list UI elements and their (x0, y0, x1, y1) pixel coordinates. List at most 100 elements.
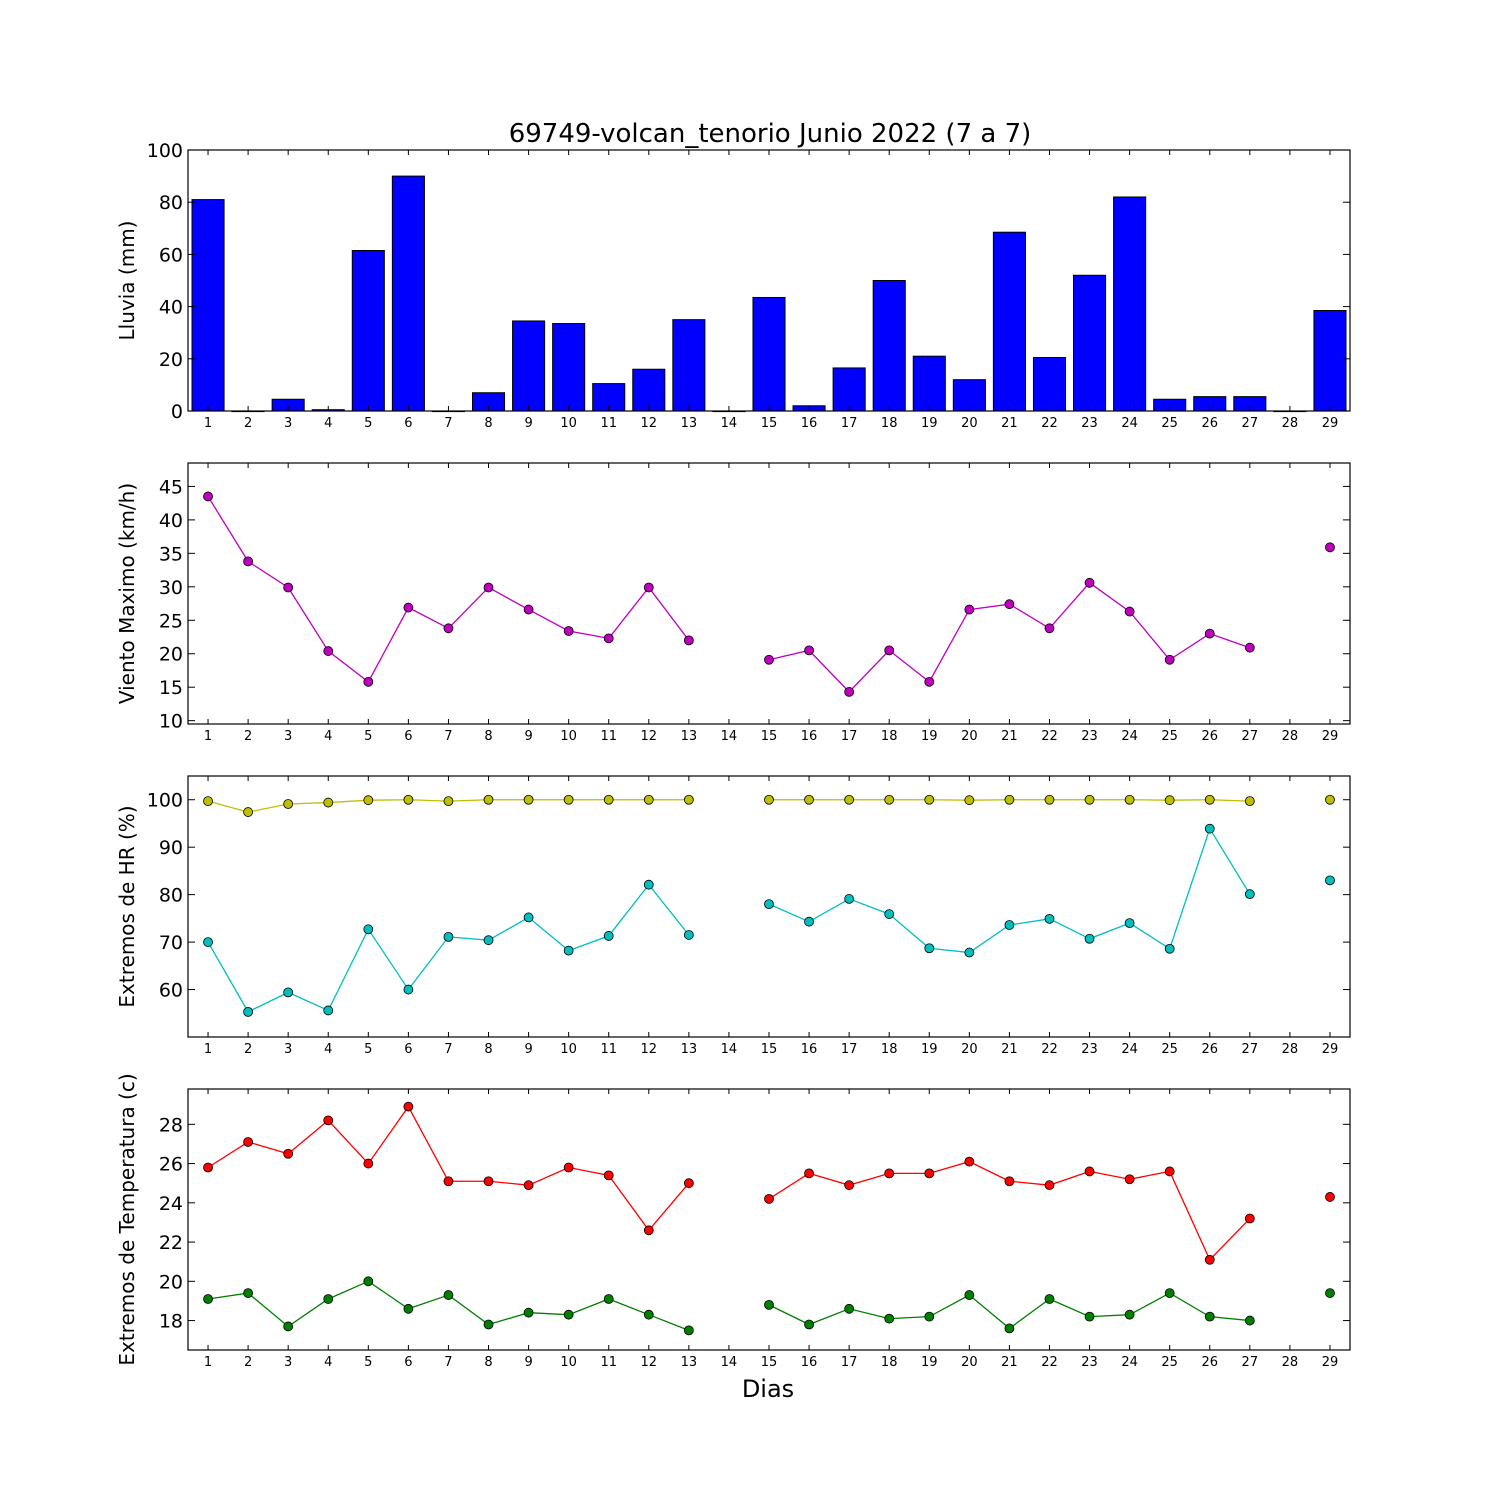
temperature-xtick-label: 21 (1001, 1355, 1018, 1370)
humidity-point-1-day-8 (483, 794, 494, 805)
temperature-ytick-label: 20 (159, 1271, 183, 1293)
wind-point-1-day-4 (323, 646, 334, 656)
humidity-xtick-label: 12 (641, 1042, 658, 1057)
wind-xtick-label: 3 (284, 729, 292, 744)
humidity-ytick-label: 90 (159, 837, 183, 859)
wind-xtick-label: 27 (1242, 729, 1259, 744)
humidity-point-1-day-11 (603, 794, 614, 805)
humidity-point-1-day-1 (203, 796, 213, 807)
wind-xtick-label: 21 (1001, 729, 1018, 744)
temperature-xtick-label: 24 (1121, 1355, 1138, 1370)
wind-point-1-day-9 (523, 604, 534, 615)
temperature-point-1-day-15 (764, 1193, 774, 1204)
temperature-series-2 (203, 1276, 1335, 1336)
rain-xtick-label: 12 (641, 416, 658, 431)
rain-xtick-label: 14 (721, 416, 738, 431)
rain-xtick-label: 19 (921, 416, 938, 431)
humidity-point-1-day-12 (643, 794, 654, 805)
humidity-ytick-label: 100 (147, 790, 183, 812)
humidity-xtick-label: 3 (284, 1042, 292, 1057)
humidity-xtick-label: 14 (721, 1042, 738, 1057)
rain-xtick-label: 7 (444, 416, 452, 431)
temperature-point-2-day-26 (1204, 1311, 1215, 1322)
humidity-point-2-day-5 (363, 924, 374, 935)
wind-point-1-day-7 (443, 623, 454, 634)
temperature-point-2-day-12 (643, 1309, 654, 1320)
humidity-point-1-day-10 (563, 794, 574, 805)
temperature-point-1-day-12 (643, 1225, 654, 1236)
humidity-xtick-label: 21 (1001, 1042, 1018, 1057)
temperature-xtick-label: 4 (324, 1355, 332, 1370)
temperature-point-2-day-10 (563, 1309, 574, 1320)
wind-point-1-day-5 (363, 676, 374, 687)
temperature-xtick-label: 17 (841, 1355, 858, 1370)
wind-point-1-day-29 (1325, 542, 1335, 553)
temperature-point-1-day-19 (924, 1168, 935, 1179)
rain-xtick-label: 3 (284, 416, 292, 431)
temperature-xtick-label: 18 (881, 1355, 898, 1370)
humidity-point-2-day-23 (1084, 933, 1095, 944)
rain-xtick-label: 11 (600, 416, 617, 431)
humidity-point-2-day-16 (804, 916, 814, 927)
humidity-point-2-day-7 (443, 931, 454, 942)
rain-xtick-label: 10 (560, 416, 577, 431)
wind-xtick-label: 1 (204, 729, 212, 744)
temperature-xtick-label: 9 (524, 1355, 532, 1370)
humidity-xtick-label: 15 (761, 1042, 778, 1057)
humidity-xtick-label: 29 (1322, 1042, 1339, 1057)
rain-ytick-label: 20 (159, 349, 183, 371)
temperature-point-1-day-17 (844, 1180, 855, 1191)
wind-point-1-day-18 (884, 645, 895, 656)
wind-xtick-label: 23 (1081, 729, 1098, 744)
rain-xtick-label: 13 (681, 416, 698, 431)
temperature-ytick-label: 26 (159, 1154, 183, 1176)
rain-bar-day-22 (1032, 357, 1067, 412)
rain-bar-day-23 (1073, 274, 1107, 412)
temperature-xtick-label: 19 (921, 1355, 938, 1370)
temperature-point-1-day-26 (1204, 1254, 1215, 1265)
wind-point-1-day-20 (964, 604, 975, 615)
rain-xtick-label: 9 (524, 416, 532, 431)
wind-xtick-label: 8 (484, 729, 492, 744)
wind-series-1 (203, 491, 1335, 697)
rain-ytick-label: 80 (159, 192, 183, 214)
humidity-xtick-label: 11 (600, 1042, 617, 1057)
rain-bar-day-5 (351, 249, 385, 412)
wind-point-1-day-13 (683, 635, 694, 646)
wind-point-1-day-24 (1124, 606, 1135, 617)
humidity-point-2-day-11 (603, 931, 614, 941)
wind-point-1-day-10 (563, 626, 574, 636)
humidity-point-2-day-25 (1164, 943, 1175, 954)
temperature-xtick-label: 8 (484, 1355, 492, 1370)
humidity-xtick-label: 5 (364, 1042, 372, 1057)
humidity-series-2 (203, 823, 1335, 1017)
humidity-point-2-day-6 (403, 984, 414, 995)
temperature-ytick-label: 22 (159, 1232, 183, 1254)
temperature-point-1-day-27 (1244, 1213, 1255, 1224)
wind-xtick-label: 7 (444, 729, 452, 744)
rain-y-axis-label: Lluvia (mm) (115, 221, 139, 341)
humidity-point-2-day-3 (283, 987, 294, 998)
rain-bar-day-18 (872, 280, 906, 412)
temperature-xtick-label: 12 (641, 1355, 658, 1370)
rain-xtick-label: 4 (324, 416, 332, 431)
humidity-point-1-day-20 (964, 795, 975, 806)
temperature-point-2-day-16 (804, 1319, 814, 1330)
humidity-y-axis-label: Extremos de HR (%) (115, 805, 139, 1007)
temperature-point-1-day-21 (1004, 1176, 1015, 1187)
humidity-point-1-day-26 (1204, 794, 1215, 805)
wind-point-1-day-17 (844, 686, 855, 697)
wind-point-1-day-26 (1204, 628, 1215, 639)
wind-point-1-day-23 (1084, 577, 1095, 588)
temperature-point-2-day-17 (844, 1303, 855, 1314)
temperature-point-1-day-23 (1084, 1166, 1095, 1177)
temperature-point-1-day-24 (1124, 1174, 1135, 1185)
temperature-point-1-day-1 (203, 1162, 213, 1173)
humidity-point-2-day-19 (924, 943, 935, 954)
humidity-point-2-day-27 (1244, 889, 1255, 900)
temperature-point-2-day-22 (1044, 1294, 1055, 1304)
wind-point-1-day-22 (1044, 623, 1055, 634)
humidity-point-1-day-5 (363, 795, 374, 806)
